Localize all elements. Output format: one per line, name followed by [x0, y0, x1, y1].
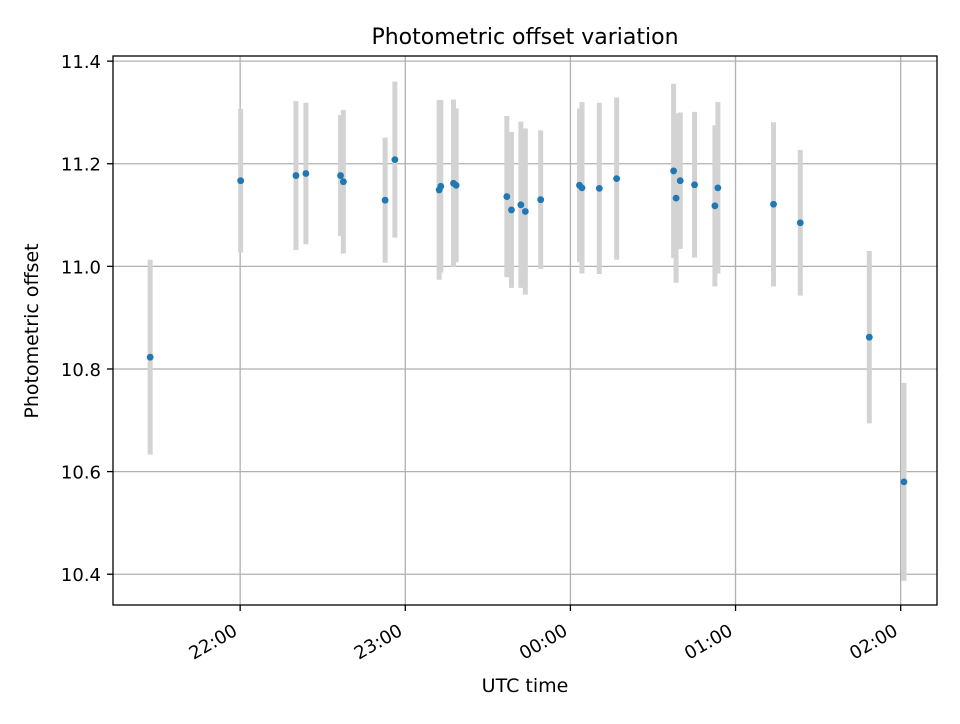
- x-tick-label: 00:00: [516, 620, 571, 664]
- y-tick-label: 10.8: [61, 360, 101, 381]
- data-point: [503, 193, 511, 200]
- data-point: [517, 201, 525, 209]
- x-tick-label: 01:00: [681, 620, 736, 664]
- data-point: [391, 156, 399, 164]
- y-axis-label: Photometric offset: [21, 243, 43, 418]
- data-point: [452, 181, 460, 189]
- plot-frame: [112, 55, 938, 606]
- data-point: [714, 184, 722, 192]
- data-point: [302, 170, 310, 177]
- data-point: [292, 172, 300, 179]
- data-point: [146, 353, 154, 361]
- y-tick-label: 10.4: [61, 565, 101, 586]
- error-bars: [147, 81, 907, 581]
- x-tick-label: 23:00: [351, 620, 406, 664]
- y-tick-label: 11.0: [61, 257, 101, 278]
- data-point: [237, 177, 245, 185]
- x-axis-label: UTC time: [482, 675, 569, 697]
- data-point: [578, 184, 586, 192]
- data-point: [437, 182, 445, 190]
- x-axis-ticks: 22:00 23:00 00:00 01:00 02:00: [186, 605, 902, 664]
- x-tick-label: 02:00: [846, 620, 901, 664]
- data-points: [146, 156, 908, 486]
- data-point: [537, 196, 545, 204]
- data-point: [508, 206, 515, 214]
- data-point: [676, 177, 684, 185]
- data-point: [521, 208, 529, 215]
- data-point: [691, 181, 698, 189]
- data-point: [711, 202, 719, 210]
- data-point: [613, 175, 621, 183]
- y-tick-label: 11.2: [61, 155, 101, 176]
- data-point: [865, 333, 873, 341]
- y-axis-ticks: 10.4 10.6 10.8 11.0 11.2 11.4: [61, 52, 113, 586]
- data-point: [796, 219, 804, 227]
- data-point: [900, 478, 908, 486]
- y-tick-label: 11.4: [61, 52, 101, 73]
- data-point: [672, 194, 680, 202]
- data-point: [337, 172, 344, 179]
- data-point: [670, 167, 678, 175]
- data-point: [339, 178, 347, 186]
- data-point: [381, 196, 389, 204]
- chart-title: Photometric offset variation: [371, 25, 678, 50]
- y-tick-label: 10.6: [61, 463, 101, 484]
- x-tick-label: 22:00: [186, 620, 241, 664]
- data-point: [595, 184, 603, 192]
- data-point: [770, 200, 777, 208]
